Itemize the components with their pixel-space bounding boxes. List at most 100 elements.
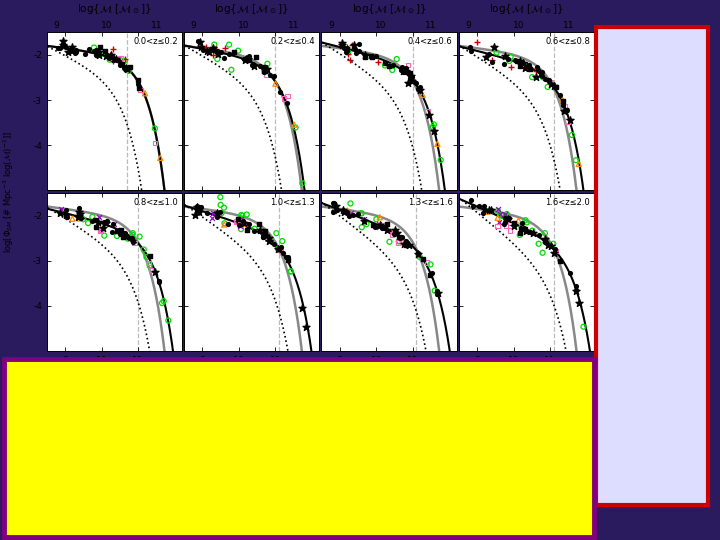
Point — [210, 45, 222, 53]
Point — [233, 214, 244, 223]
Point — [207, 209, 219, 218]
Point — [371, 215, 382, 224]
Point — [533, 239, 544, 248]
Point — [271, 229, 282, 238]
Point — [423, 111, 435, 119]
Point — [387, 62, 398, 70]
Text: 9: 9 — [465, 21, 471, 30]
Point — [275, 247, 287, 255]
Point — [389, 226, 400, 235]
Point — [90, 46, 102, 55]
Point — [212, 55, 223, 63]
Point — [518, 59, 529, 68]
Point — [394, 233, 405, 241]
Point — [138, 245, 150, 254]
Point — [272, 245, 284, 253]
Point — [562, 106, 573, 114]
Point — [134, 232, 145, 241]
Point — [421, 258, 433, 267]
Point — [400, 240, 412, 249]
Point — [99, 231, 110, 240]
Point — [504, 219, 516, 228]
Point — [133, 84, 145, 92]
Point — [243, 51, 255, 60]
Point — [353, 39, 364, 48]
Point — [397, 237, 408, 245]
Text: 10: 10 — [101, 21, 112, 30]
Point — [218, 204, 230, 212]
Point — [341, 43, 353, 52]
Point — [254, 226, 266, 234]
Point — [545, 241, 557, 250]
Point — [336, 40, 347, 49]
Point — [539, 235, 550, 244]
Point — [143, 259, 155, 267]
Point — [219, 220, 230, 229]
Point — [514, 228, 526, 237]
Point — [537, 248, 549, 257]
Point — [118, 64, 130, 72]
Point — [495, 210, 507, 219]
Point — [480, 205, 491, 214]
Point — [57, 41, 68, 50]
Point — [518, 224, 530, 233]
Point — [95, 226, 107, 234]
Point — [218, 54, 230, 63]
Point — [90, 222, 102, 231]
Point — [559, 102, 571, 111]
Point — [464, 43, 475, 52]
Point — [223, 40, 235, 49]
Point — [67, 46, 78, 55]
Text: ●: ● — [12, 484, 24, 498]
Point — [560, 105, 572, 114]
Point — [330, 201, 342, 210]
Text: log{$\mathcal{M}$ [$\mathcal{M}_\odot$]}: log{$\mathcal{M}$ [$\mathcal{M}_\odot$]} — [489, 2, 564, 16]
Point — [100, 219, 112, 227]
Point — [466, 196, 477, 205]
Point — [258, 63, 269, 71]
Point — [356, 209, 367, 218]
Point — [93, 51, 104, 59]
Point — [89, 46, 100, 55]
Point — [431, 287, 443, 295]
Point — [554, 90, 565, 99]
Text: 10: 10 — [513, 21, 524, 30]
Point — [379, 61, 391, 70]
Text: 1.6<z≤2.0: 1.6<z≤2.0 — [545, 198, 590, 207]
Point — [237, 217, 248, 225]
Text: ●: ● — [12, 360, 24, 374]
Point — [353, 210, 364, 219]
Point — [519, 64, 531, 72]
Point — [547, 239, 559, 248]
Point — [373, 220, 384, 228]
Point — [519, 225, 531, 233]
Point — [341, 208, 353, 217]
Point — [84, 45, 95, 53]
Point — [521, 227, 532, 236]
Point — [261, 234, 273, 243]
Point — [60, 43, 72, 51]
Point — [90, 47, 102, 56]
Point — [155, 153, 166, 162]
Point — [99, 46, 111, 55]
Point — [55, 44, 66, 52]
Point — [153, 277, 165, 286]
Point — [117, 60, 128, 69]
Point — [94, 42, 106, 51]
Point — [240, 219, 252, 228]
Point — [197, 46, 209, 55]
Text: Very massive galaxies (M>10$^{12.0}$ M$_\odot$) formed at z~3.: Very massive galaxies (M>10$^{12.0}$ M$_… — [30, 439, 442, 460]
Point — [554, 256, 566, 265]
Point — [566, 131, 577, 139]
Point — [341, 43, 353, 51]
Text: 11: 11 — [562, 21, 574, 30]
Point — [52, 43, 63, 52]
Point — [331, 206, 343, 214]
Point — [156, 299, 168, 307]
Point — [242, 56, 253, 64]
Point — [258, 66, 269, 75]
Point — [260, 66, 271, 75]
Point — [215, 193, 226, 201]
Point — [127, 230, 138, 239]
Point — [570, 281, 582, 290]
